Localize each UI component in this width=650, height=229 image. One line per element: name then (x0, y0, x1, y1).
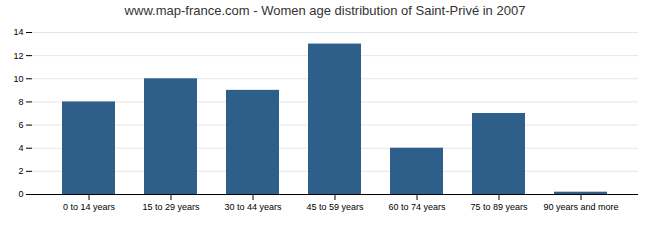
svg-text:15 to 29 years: 15 to 29 years (142, 202, 200, 212)
svg-text:10: 10 (13, 74, 23, 84)
svg-text:8: 8 (18, 97, 23, 107)
svg-text:75 to 89 years: 75 to 89 years (470, 202, 528, 212)
svg-text:60 to 74 years: 60 to 74 years (388, 202, 446, 212)
svg-text:0 to 14 years: 0 to 14 years (63, 202, 116, 212)
svg-text:45 to 59 years: 45 to 59 years (306, 202, 364, 212)
svg-text:90 years and more: 90 years and more (543, 202, 618, 212)
svg-text:30 to 44 years: 30 to 44 years (224, 202, 282, 212)
svg-text:12: 12 (13, 51, 23, 61)
html-text:www.map-france.com - Women age: www.map-france.com - Women age distribut… (124, 3, 526, 18)
svg-text:6: 6 (18, 120, 23, 130)
svg-text:2: 2 (18, 166, 23, 176)
svg-text:4: 4 (18, 143, 23, 153)
svg-text:14: 14 (13, 27, 23, 37)
svg-text:0: 0 (18, 189, 23, 199)
